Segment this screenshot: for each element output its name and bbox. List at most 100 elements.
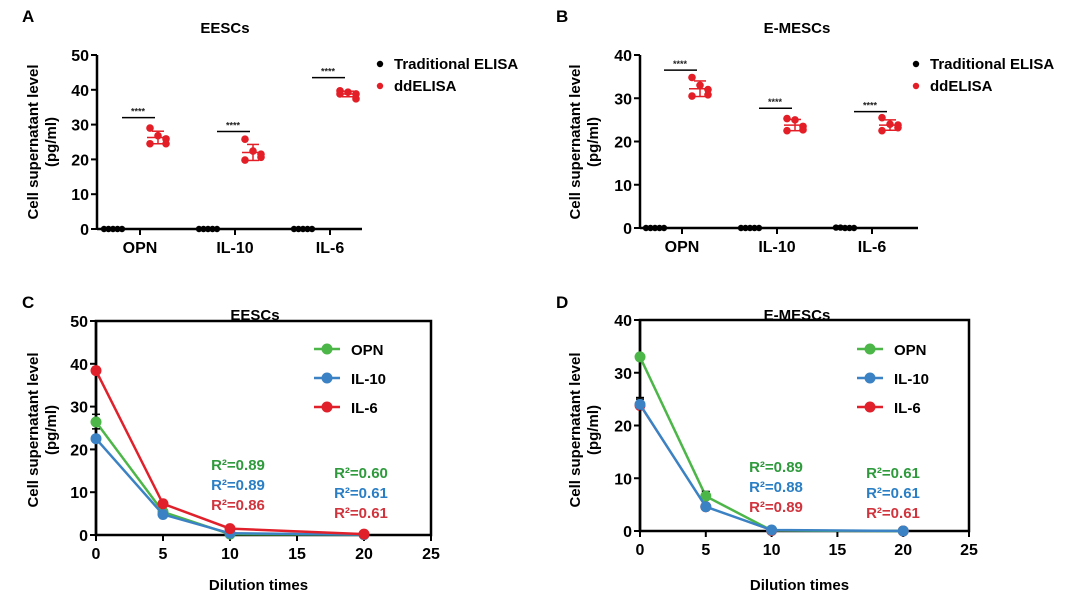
data-point-traditional-elisa <box>204 225 212 233</box>
x-axis-label: Dilution times <box>750 577 849 594</box>
data-point-traditional-elisa <box>114 225 121 233</box>
panel-label: A <box>22 7 34 26</box>
data-point-ddelisa <box>878 113 886 122</box>
legend-marker <box>864 372 876 384</box>
x-tick-label: 10 <box>221 546 239 563</box>
legend-marker <box>321 401 333 413</box>
data-point-traditional-elisa <box>742 224 749 232</box>
r-squared-annotation: R²=0.61 <box>866 465 920 482</box>
panel-label: B <box>556 7 568 26</box>
data-point-traditional-elisa <box>751 224 758 232</box>
data-point-il-6 <box>157 498 169 510</box>
y-tick-label: 10 <box>71 187 89 204</box>
data-point-ddelisa <box>783 126 791 135</box>
r-squared-annotation: R²=0.61 <box>866 485 920 502</box>
data-point-traditional-elisa <box>755 224 763 232</box>
chart-title: E-MESCs <box>764 20 831 37</box>
data-point-il-6 <box>358 528 370 540</box>
y-tick-label: 10 <box>614 178 632 195</box>
data-point-ddelisa <box>894 123 902 132</box>
data-point-traditional-elisa <box>841 224 849 232</box>
y-axis-label-line2: (pg/ml) <box>43 405 60 455</box>
y-tick-label: 0 <box>623 524 632 541</box>
data-point-ddelisa <box>336 90 344 98</box>
data-point-opn <box>634 351 646 363</box>
x-tick-label: 0 <box>636 542 645 559</box>
data-point-il-10 <box>766 524 778 536</box>
y-tick-label: 40 <box>614 313 632 330</box>
r-squared-annotation: R²=0.89 <box>749 459 803 476</box>
y-tick-label: 30 <box>614 366 632 383</box>
data-point-ddelisa <box>704 90 712 99</box>
data-point-ddelisa <box>688 92 696 100</box>
legend-label: OPN <box>351 342 384 359</box>
data-point-traditional-elisa <box>200 225 207 233</box>
y-axis-label: Cell supernatant level (pg/ml) <box>567 64 602 219</box>
data-point-traditional-elisa <box>737 224 745 232</box>
y-tick-label: 40 <box>71 83 89 100</box>
chart-title: E-MESCs <box>764 307 831 324</box>
data-point-traditional-elisa <box>105 225 112 233</box>
data-point-ddelisa <box>783 114 791 123</box>
data-point-traditional-elisa <box>651 224 659 232</box>
legend-marker <box>864 343 876 355</box>
legend-label: IL-6 <box>351 400 378 417</box>
y-tick-label: 0 <box>623 221 632 238</box>
r-squared-annotation: R²=0.88 <box>749 479 803 496</box>
x-tick-label: IL-10 <box>216 240 253 257</box>
y-axis-label: Cell supernatant level (pg/ml) <box>567 352 602 507</box>
data-point-ddelisa <box>791 116 799 124</box>
y-axis-label-line1: Cell supernatant level <box>25 352 42 507</box>
data-point-ddelisa <box>799 126 807 134</box>
y-axis-label-line2: (pg/ml) <box>585 405 602 455</box>
panel-a: A EESCs Cell supernatant level (pg/ml) 0 10 20… <box>22 7 518 257</box>
data-point-traditional-elisa <box>213 225 221 233</box>
x-tick-label: IL-10 <box>758 239 795 256</box>
r-squared-annotation: R²=0.60 <box>334 465 388 482</box>
y-axis-label: Cell supernatant level (pg/ml) <box>25 64 60 219</box>
y-axis-label-line1: Cell supernatant level <box>25 64 42 219</box>
data-point-ddelisa <box>249 147 257 155</box>
significance-label: **** <box>321 67 336 77</box>
y-axis-label-line1: Cell supernatant level <box>567 64 584 219</box>
y-tick-label: 50 <box>71 48 89 65</box>
data-point-traditional-elisa <box>647 224 654 232</box>
legend-marker <box>376 60 384 68</box>
data-point-ddelisa <box>344 88 352 97</box>
data-point-il-6 <box>90 365 102 377</box>
data-point-traditional-elisa <box>642 224 650 232</box>
data-point-il-10 <box>634 398 646 410</box>
x-tick-label: 0 <box>92 546 101 563</box>
chart-title: EESCs <box>200 20 249 37</box>
legend-label: OPN <box>894 342 927 359</box>
data-point-ddelisa <box>146 124 154 132</box>
data-point-ddelisa <box>352 95 360 103</box>
x-tick-label: IL-6 <box>316 240 345 257</box>
y-tick-label: 10 <box>614 471 632 488</box>
data-point-ddelisa <box>241 135 249 144</box>
data-point-traditional-elisa <box>195 225 203 233</box>
y-tick-label: 30 <box>614 91 632 108</box>
y-axis-label-line1: Cell supernatant level <box>567 352 584 507</box>
y-axis-label-line2: (pg/ml) <box>43 117 60 167</box>
series-line-il-10 <box>638 403 904 533</box>
x-tick-label: 5 <box>701 542 710 559</box>
r-squared-annotation: R²=0.89 <box>211 457 265 474</box>
y-tick-label: 10 <box>70 485 88 502</box>
data-point-il-10 <box>700 501 712 513</box>
data-point-traditional-elisa <box>846 224 853 232</box>
legend-marker <box>321 372 333 384</box>
x-tick-label: IL-6 <box>858 239 887 256</box>
data-point-opn <box>700 490 712 502</box>
data-point-ddelisa <box>696 81 704 90</box>
data-point-traditional-elisa <box>746 224 754 232</box>
panel-b: B E-MESCs Cell supernatant level (pg/ml) 0 10… <box>556 7 1054 256</box>
y-tick-label: 50 <box>70 314 88 331</box>
y-axis-label: Cell supernatant level (pg/ml) <box>25 352 60 507</box>
y-tick-label: 20 <box>70 442 88 459</box>
x-tick-label: OPN <box>123 240 158 257</box>
data-point-ddelisa <box>154 131 162 140</box>
data-point-ddelisa <box>241 156 249 164</box>
data-point-ddelisa <box>146 139 154 148</box>
